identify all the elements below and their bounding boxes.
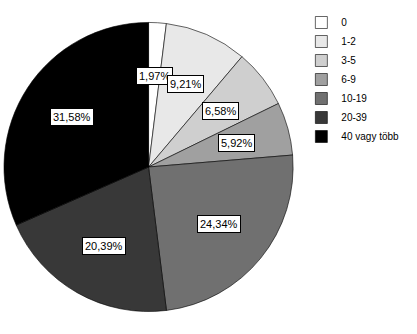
svg-text:10-19: 10-19 [341, 93, 367, 104]
svg-text:1,97%: 1,97% [139, 70, 170, 82]
svg-text:6,58%: 6,58% [205, 105, 236, 117]
svg-text:20,39%: 20,39% [85, 240, 123, 252]
svg-text:31,58%: 31,58% [53, 111, 91, 123]
svg-text:20-39: 20-39 [341, 112, 367, 123]
svg-text:0: 0 [341, 17, 347, 28]
svg-text:6-9: 6-9 [341, 74, 356, 85]
svg-text:40 vagy több: 40 vagy több [341, 131, 399, 142]
svg-text:9,21%: 9,21% [170, 78, 201, 90]
svg-text:3-5: 3-5 [341, 55, 356, 66]
svg-text:1-2: 1-2 [341, 36, 356, 47]
svg-text:5,92%: 5,92% [221, 137, 252, 149]
svg-text:24,34%: 24,34% [200, 218, 238, 230]
